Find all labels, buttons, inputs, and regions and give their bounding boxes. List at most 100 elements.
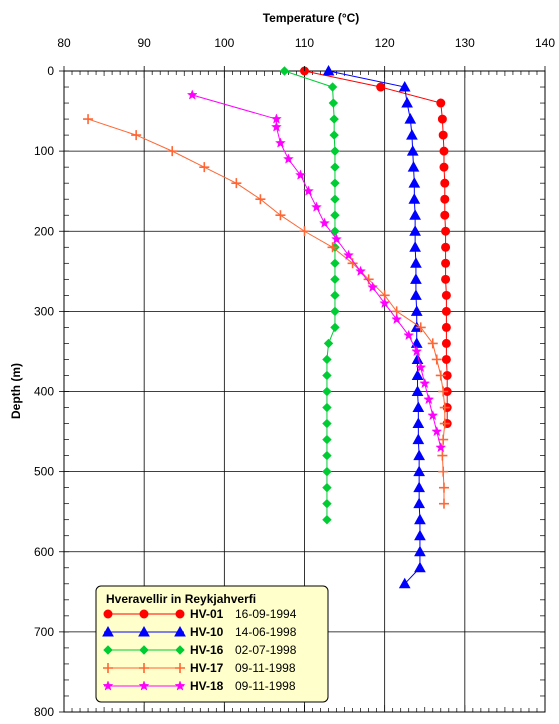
data-point — [322, 386, 332, 397]
data-point — [330, 146, 340, 156]
data-point — [283, 153, 294, 164]
data-point — [438, 466, 449, 477]
data-point — [414, 561, 426, 573]
data-point — [330, 178, 340, 188]
data-point — [275, 210, 286, 221]
data-point — [329, 130, 339, 140]
data-point — [295, 169, 306, 180]
legend-series-name: HV-18 — [190, 679, 224, 693]
data-point — [330, 226, 340, 236]
legend-marker — [102, 680, 114, 691]
data-point — [441, 274, 451, 284]
x-tick-label: 100 — [214, 36, 234, 50]
data-point — [441, 354, 451, 364]
data-point — [438, 482, 449, 493]
data-point — [83, 114, 94, 125]
data-point — [412, 433, 425, 445]
data-point — [411, 345, 423, 357]
x-tick-label: 90 — [137, 36, 151, 50]
x-tick-label: 140 — [535, 36, 555, 50]
legend-marker — [103, 663, 113, 673]
legend-series-date: 09-11-1998 — [235, 661, 296, 675]
data-point — [322, 450, 332, 461]
data-point — [408, 193, 421, 204]
data-point — [311, 201, 322, 212]
data-point — [413, 497, 425, 509]
data-point — [271, 121, 282, 132]
data-point — [322, 418, 332, 429]
x-tick-label: 120 — [375, 36, 395, 50]
legend-marker — [175, 609, 185, 619]
data-point — [398, 577, 411, 589]
y-tick-label: 800 — [34, 705, 54, 719]
data-point — [376, 82, 386, 92]
x-axis-title: Temperature (°C) — [263, 11, 360, 25]
data-point — [439, 146, 449, 156]
data-point — [437, 114, 447, 124]
data-point — [391, 313, 403, 325]
data-point — [167, 146, 178, 157]
y-tick-label: 500 — [34, 465, 54, 479]
data-point — [441, 258, 451, 268]
legend-series-name: HV-17 — [190, 661, 224, 675]
legend-series-date: 14-06-1998 — [235, 625, 297, 639]
data-point — [322, 498, 332, 509]
series-hv-01 — [300, 66, 452, 429]
data-point — [329, 114, 339, 124]
x-axis: 80 90 100 110 120 130 140 — [57, 36, 555, 71]
data-point — [322, 370, 332, 381]
series-hv-17 — [83, 114, 450, 509]
data-point — [440, 210, 450, 220]
data-point — [271, 113, 282, 124]
data-point — [279, 66, 290, 76]
data-point — [322, 514, 332, 525]
data-point — [322, 434, 332, 445]
data-point — [275, 137, 286, 148]
data-point — [403, 329, 415, 341]
y-tick-label: 400 — [34, 385, 54, 399]
data-point — [322, 64, 335, 76]
data-point — [413, 481, 425, 493]
legend-marker — [174, 625, 186, 637]
data-point — [322, 354, 332, 365]
data-point — [414, 513, 426, 525]
legend-marker — [175, 645, 185, 655]
data-point — [398, 80, 411, 92]
data-point — [330, 322, 340, 333]
data-point — [431, 425, 443, 437]
data-point — [438, 434, 449, 445]
legend-item: HV-01 16-09-1994 — [103, 607, 297, 621]
data-point — [303, 185, 314, 196]
series-layer — [83, 64, 452, 589]
x-tick-label: 110 — [295, 36, 314, 50]
y-tick-label: 0 — [47, 64, 54, 78]
data-point — [231, 178, 242, 189]
data-point — [367, 281, 379, 292]
data-point — [330, 306, 340, 317]
data-point — [423, 393, 435, 405]
data-point — [410, 289, 422, 300]
data-point — [410, 257, 422, 268]
data-point — [413, 449, 425, 461]
data-point — [441, 290, 451, 300]
data-point — [419, 377, 431, 389]
legend-marker — [103, 645, 113, 655]
y-axis-title: Depth (m) — [9, 363, 23, 419]
minor-ticks — [63, 70, 546, 713]
series-hv-18 — [186, 89, 447, 453]
data-point — [409, 241, 421, 252]
data-point — [322, 482, 332, 493]
data-point — [441, 242, 451, 252]
data-point — [439, 418, 450, 429]
data-point — [409, 209, 421, 220]
data-point — [415, 322, 426, 333]
data-point — [322, 466, 332, 477]
legend-series-date: 02-07-1998 — [235, 643, 297, 657]
data-point — [412, 417, 425, 429]
data-point — [411, 385, 424, 396]
legend-item: HV-18 09-11-1998 — [102, 679, 296, 693]
y-axis: 0 100 200 300 400 500 600 700 800 — [34, 64, 64, 719]
data-point — [431, 354, 442, 365]
data-point — [343, 249, 355, 260]
data-point — [435, 370, 446, 381]
